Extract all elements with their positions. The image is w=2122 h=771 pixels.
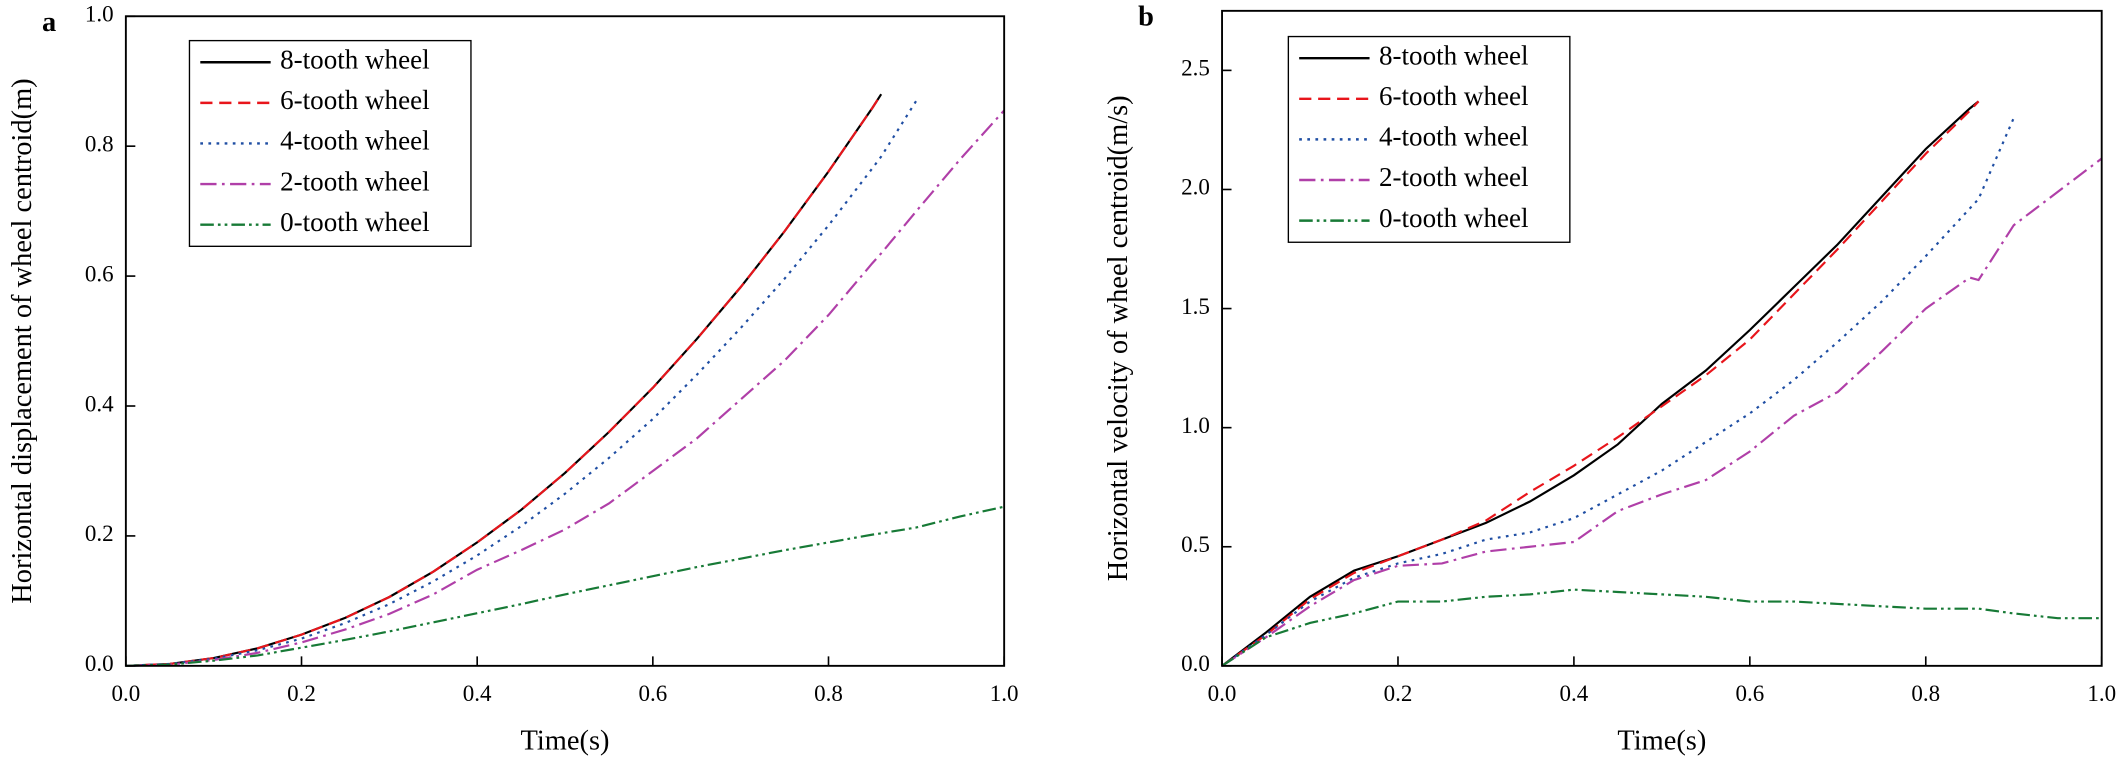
legend-label: 4-tooth wheel — [280, 126, 429, 156]
legend-label: 4-tooth wheel — [1379, 122, 1528, 152]
x-tick-label: 0.8 — [814, 681, 843, 706]
x-tick-label: 0.4 — [463, 681, 492, 706]
x-tick-label: 1.0 — [990, 681, 1019, 706]
series-line — [1221, 100, 1980, 667]
x-tick-label: 0.8 — [1911, 681, 1940, 706]
legend-box — [1287, 35, 1571, 243]
x-tick-label: 0.0 — [1208, 681, 1237, 706]
x-axis-label: Time(s) — [1617, 725, 1706, 756]
legend-label: 6-tooth wheel — [280, 85, 429, 115]
y-tick-label: 0.2 — [85, 521, 114, 546]
y-tick-label: 2.5 — [1181, 56, 1210, 81]
series-line — [1221, 588, 2102, 667]
y-tick-label: 1.5 — [1181, 294, 1210, 319]
legend-label: 2-tooth wheel — [280, 166, 429, 196]
x-tick-label: 0.6 — [638, 681, 667, 706]
y-tick-label: 0.6 — [85, 261, 114, 286]
y-axis-label: Horizontal velocity of wheel centroid(m/… — [1103, 95, 1134, 581]
series-line — [1221, 157, 2103, 667]
panel-label: a — [42, 7, 56, 38]
series-line — [125, 505, 1005, 667]
y-tick-label: 0.4 — [85, 391, 114, 416]
legend-label: 6-tooth wheel — [1379, 81, 1528, 111]
legend-label: 8-tooth wheel — [1379, 40, 1528, 70]
y-tick-label: 0.5 — [1181, 532, 1210, 557]
y-tick-label: 1.0 — [85, 2, 114, 27]
y-tick-label: 1.0 — [1181, 413, 1210, 438]
y-tick-label: 0.8 — [85, 131, 114, 156]
y-tick-label: 0.0 — [85, 651, 114, 676]
legend-label: 2-tooth wheel — [1379, 162, 1528, 192]
x-axis-label: Time(s) — [521, 725, 610, 756]
panel-label: b — [1138, 1, 1154, 32]
y-tick-label: 2.0 — [1181, 175, 1210, 200]
x-tick-label: 1.0 — [2087, 681, 2116, 706]
series-line — [125, 100, 918, 667]
series-line — [1221, 100, 1980, 667]
y-tick-label: 0.0 — [1181, 651, 1210, 676]
legend-label: 0-tooth wheel — [1379, 203, 1528, 233]
series-line — [125, 109, 1005, 667]
x-tick-label: 0.2 — [287, 681, 316, 706]
x-tick-label: 0.0 — [111, 681, 140, 706]
legend-label: 8-tooth wheel — [280, 44, 429, 74]
plot-frame — [124, 15, 1006, 667]
plot-frame — [1221, 9, 2103, 667]
legend-label: 0-tooth wheel — [280, 207, 429, 237]
x-tick-label: 0.2 — [1384, 681, 1413, 706]
y-axis-label: Horizontal displacement of wheel centroi… — [7, 78, 38, 603]
legend-box — [188, 39, 472, 247]
series-line — [125, 93, 883, 667]
x-tick-label: 0.6 — [1735, 681, 1764, 706]
x-tick-label: 0.4 — [1560, 681, 1589, 706]
